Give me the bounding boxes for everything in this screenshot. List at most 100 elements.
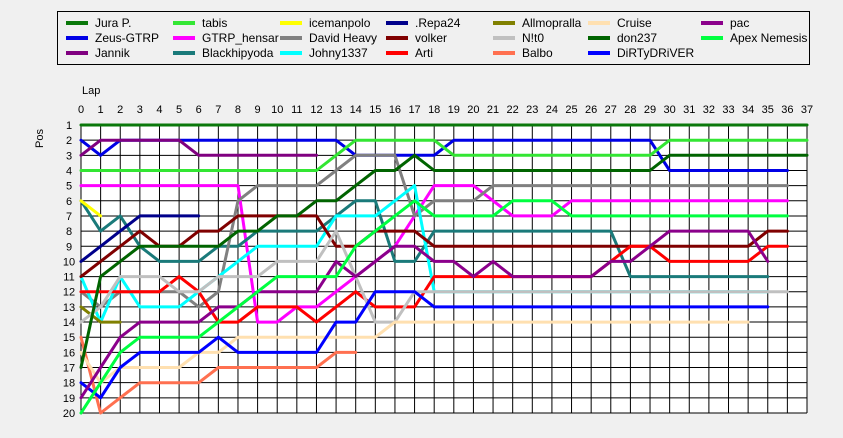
x-tick-label: 35 bbox=[762, 104, 774, 116]
legend-swatch bbox=[588, 51, 610, 55]
x-tick-label: 14 bbox=[350, 104, 362, 116]
x-tick-label: 30 bbox=[664, 104, 676, 116]
y-tick-label: 9 bbox=[66, 241, 72, 253]
series-line-don237 bbox=[79, 153, 809, 369]
x-tick-label: 34 bbox=[742, 104, 754, 116]
y-tick-label: 17 bbox=[63, 363, 75, 375]
y-tick-label: 1 bbox=[66, 120, 72, 132]
x-tick-label: 28 bbox=[624, 104, 636, 116]
x-tick-label: 12 bbox=[310, 104, 322, 116]
y-tick-label: 19 bbox=[63, 393, 75, 405]
y-tick-label: 16 bbox=[63, 347, 75, 359]
x-tick-label: 29 bbox=[644, 104, 656, 116]
x-tick-label: 10 bbox=[271, 104, 283, 116]
legend-label: GTRP_hensar bbox=[202, 31, 279, 45]
x-tick-label: 18 bbox=[428, 104, 440, 116]
legend-label: N!t0 bbox=[522, 31, 545, 45]
x-tick-label: 1 bbox=[98, 104, 104, 116]
y-axis-label: Pos bbox=[34, 129, 46, 148]
x-tick-label: 5 bbox=[176, 104, 182, 116]
series-line-balbo bbox=[79, 335, 358, 415]
legend-label: Zeus-GTRP bbox=[95, 31, 160, 45]
chart-legend: Jura P. Zeus-GTRP Jannik tabis GTRP_hensar Bl… bbox=[57, 11, 810, 65]
legend-swatch bbox=[173, 51, 195, 55]
legend-label: David Heavy bbox=[309, 31, 378, 45]
legend-label: tabis bbox=[202, 16, 228, 30]
series-line-allmopralla bbox=[79, 305, 122, 324]
x-tick-label: 16 bbox=[389, 104, 401, 116]
series-line-pac bbox=[79, 229, 770, 400]
legend-swatch bbox=[280, 51, 302, 55]
series-line-repa24 bbox=[79, 214, 201, 263]
series-line-apex-nemesis bbox=[79, 199, 789, 415]
y-tick-label: 5 bbox=[66, 181, 72, 193]
x-tick-label: 27 bbox=[605, 104, 617, 116]
legend-swatch bbox=[386, 36, 408, 40]
x-tick-label: 17 bbox=[408, 104, 420, 116]
legend-label: Johny1337 bbox=[309, 46, 368, 60]
legend-swatch bbox=[493, 36, 515, 40]
series-line-volker bbox=[79, 214, 789, 279]
x-tick-label: 33 bbox=[722, 104, 734, 116]
legend-label: Jura P. bbox=[95, 16, 132, 30]
legend-swatch bbox=[280, 36, 302, 40]
x-tick-label: 24 bbox=[546, 104, 558, 116]
legend-swatch bbox=[66, 51, 88, 55]
y-tick-label: 20 bbox=[63, 408, 75, 420]
legend-swatch bbox=[280, 21, 302, 25]
legend-swatch bbox=[386, 51, 408, 55]
x-tick-label: 23 bbox=[526, 104, 538, 116]
x-tick-label: 20 bbox=[467, 104, 479, 116]
y-tick-label: 8 bbox=[66, 226, 72, 238]
y-tick-label: 6 bbox=[66, 196, 72, 208]
x-axis-label: Lap bbox=[82, 85, 100, 97]
x-tick-label: 15 bbox=[369, 104, 381, 116]
legend-label: Allmopralla bbox=[522, 16, 582, 30]
x-tick-label: 3 bbox=[137, 104, 143, 116]
series-line-jannik bbox=[79, 138, 318, 157]
series-line-tabis bbox=[79, 138, 809, 172]
x-tick-label: 2 bbox=[117, 104, 123, 116]
x-tick-label: 31 bbox=[683, 104, 695, 116]
x-tick-label: 4 bbox=[156, 104, 162, 116]
legend-label: .Repa24 bbox=[415, 16, 461, 30]
legend-label: don237 bbox=[617, 31, 658, 45]
y-tick-label: 12 bbox=[63, 287, 75, 299]
x-tick-label: 13 bbox=[330, 104, 342, 116]
series-line-icemanpolo bbox=[79, 199, 103, 218]
legend-label: pac bbox=[730, 16, 750, 30]
y-tick-label: 13 bbox=[63, 302, 75, 314]
x-tick-label: 9 bbox=[255, 104, 261, 116]
legend-label: Cruise bbox=[617, 16, 652, 30]
legend-swatch bbox=[701, 21, 723, 25]
legend-label: Arti bbox=[415, 46, 433, 60]
series-line-gtrp-hensar bbox=[79, 184, 789, 324]
legend-label: Balbo bbox=[522, 46, 553, 60]
y-tick-label: 18 bbox=[63, 378, 75, 390]
series-line-dirtydriver bbox=[79, 290, 770, 400]
y-tick-label: 14 bbox=[63, 317, 75, 329]
series-line-david-heavy bbox=[79, 153, 789, 309]
y-tick-label: 10 bbox=[63, 256, 75, 268]
x-tick-label: 32 bbox=[703, 104, 715, 116]
legend-swatch bbox=[588, 36, 610, 40]
legend-label: Jannik bbox=[95, 46, 130, 60]
legend-label: Blackhipyoda bbox=[202, 46, 274, 60]
y-tick-label: 7 bbox=[66, 211, 72, 223]
legend-swatch bbox=[66, 21, 88, 25]
y-tick-label: 11 bbox=[63, 272, 74, 284]
y-tick-label: 2 bbox=[66, 135, 72, 147]
x-tick-label: 11 bbox=[291, 104, 302, 116]
x-tick-label: 6 bbox=[196, 104, 202, 116]
series-line-zeus-gtrp bbox=[79, 138, 789, 172]
x-tick-label: 25 bbox=[565, 104, 577, 116]
x-tick-label: 22 bbox=[507, 104, 519, 116]
legend-swatch bbox=[66, 36, 88, 40]
legend-swatch bbox=[173, 36, 195, 40]
legend-label: Apex Nemesis bbox=[730, 31, 808, 45]
x-tick-label: 37 bbox=[801, 104, 813, 116]
y-tick-label: 3 bbox=[66, 150, 72, 162]
x-tick-label: 36 bbox=[781, 104, 793, 116]
plot-area bbox=[81, 125, 807, 413]
